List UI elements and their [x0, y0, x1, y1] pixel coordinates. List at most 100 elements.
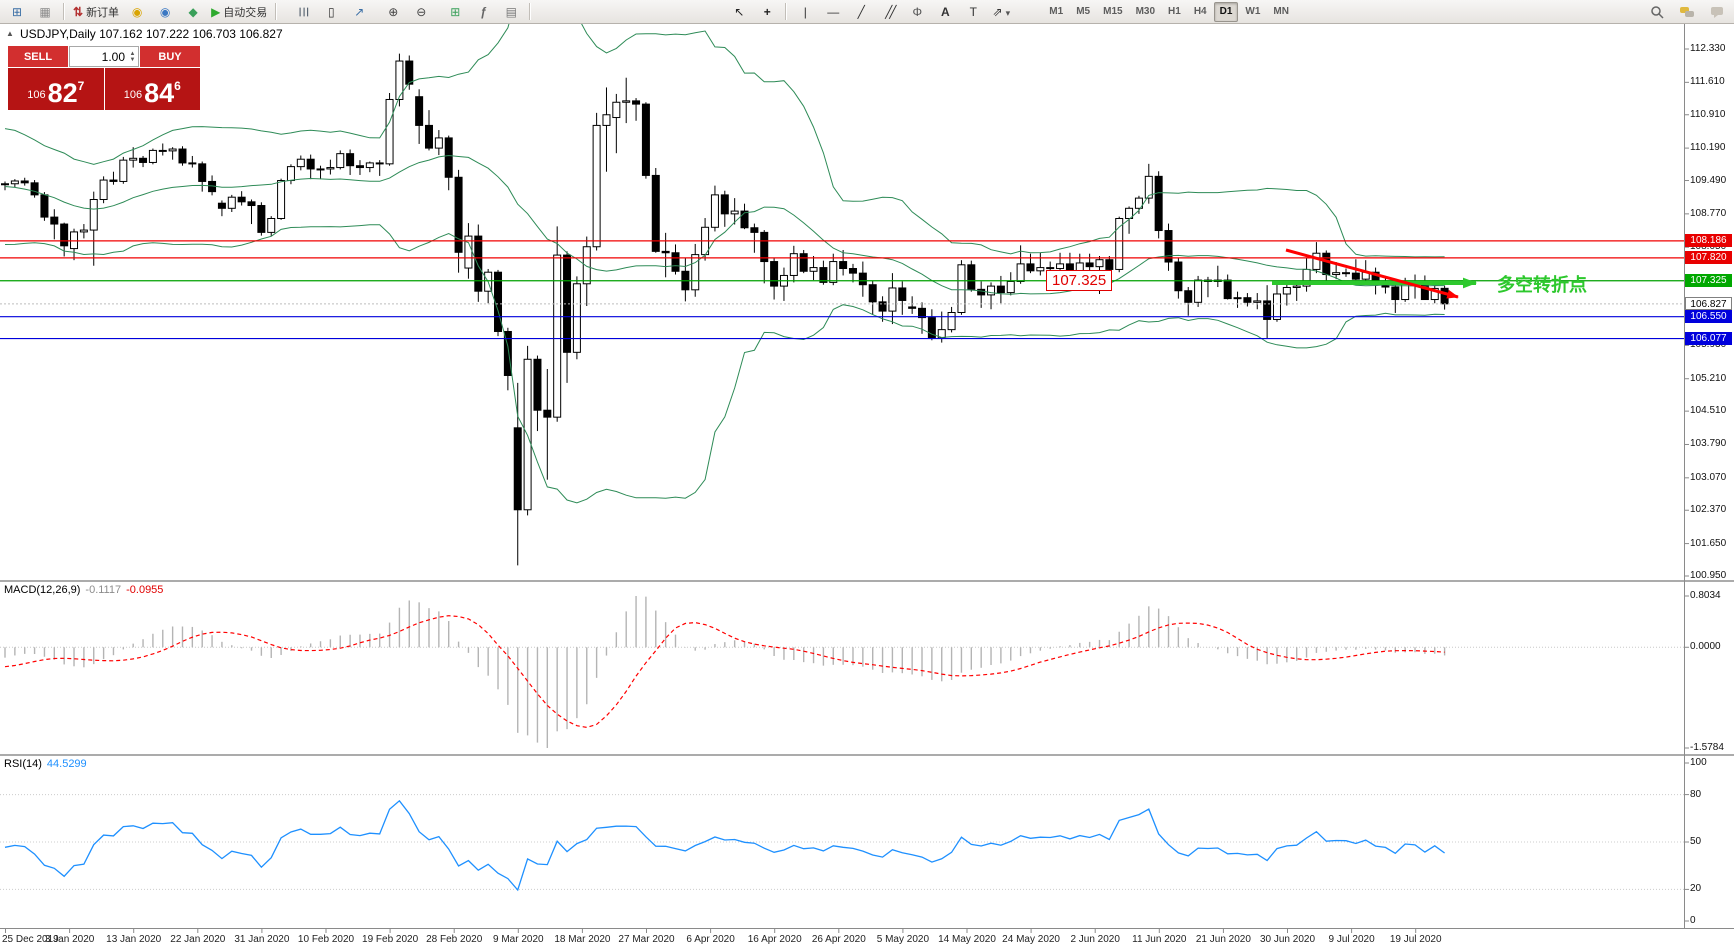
arrows-tool-icon: [993, 6, 1003, 18]
sell-price-pip: 7: [77, 79, 85, 93]
tf-button-d1[interactable]: D1: [1213, 1, 1239, 22]
buy-button[interactable]: BUY: [140, 46, 200, 67]
community-button[interactable]: [151, 1, 179, 23]
new-order-label: 新订单: [86, 6, 120, 19]
toolbar-separator: [529, 3, 532, 20]
one-click-expand-icon[interactable]: [6, 29, 14, 38]
arrows-tool-button[interactable]: [987, 1, 1015, 23]
zoom-in-icon: [388, 6, 398, 18]
channel-button[interactable]: [875, 1, 903, 23]
bar-chart-icon: [298, 6, 309, 18]
channel-icon: [885, 6, 893, 18]
text-tool-button[interactable]: [931, 1, 959, 23]
macd-plot-layer: [0, 596, 1684, 748]
profiles-icon: [39, 6, 50, 18]
tf-button-mn[interactable]: MN: [1273, 6, 1289, 17]
macd-label: MACD(12,26,9): [4, 584, 81, 596]
signals-button[interactable]: [123, 1, 151, 23]
new-order-icon: [73, 6, 83, 18]
tf-button-m30[interactable]: M30: [1135, 6, 1156, 17]
tile-windows-icon: [450, 6, 460, 18]
buy-price-panel[interactable]: 106 84 6: [104, 68, 200, 110]
chat-icon: [1711, 6, 1723, 18]
toolbar-separator: [63, 3, 65, 20]
tf-button-w1[interactable]: W1: [1245, 6, 1261, 17]
candlestick-icon: [328, 6, 335, 18]
fibonacci-icon: [913, 6, 923, 18]
toolbar: 新订单 自动交易 M1 M5 M15 M30 H1 H4 D1 W1 MN: [0, 0, 1734, 24]
rsi-value: 44.5299: [46, 758, 87, 770]
rsi-label: RSI(14): [4, 758, 42, 770]
community-icon: [160, 6, 170, 18]
fibonacci-button[interactable]: [903, 1, 931, 23]
market-button[interactable]: [179, 1, 207, 23]
zoom-out-icon: [416, 6, 426, 18]
community-chat-button[interactable]: [1673, 1, 1701, 23]
cursor-button[interactable]: [725, 1, 753, 23]
stepper-down-icon[interactable]: [127, 57, 138, 63]
sell-button[interactable]: SELL: [8, 46, 68, 67]
sell-price-big-figure: 106: [27, 89, 46, 101]
templates-button[interactable]: [497, 1, 525, 23]
notifications-button[interactable]: [1703, 1, 1731, 23]
buy-price-main: 84: [144, 78, 175, 109]
rsi-plot-layer: [0, 794, 1684, 892]
new-order-button[interactable]: 新订单: [69, 1, 123, 23]
trendline-button[interactable]: [847, 1, 875, 23]
trendline-icon: [858, 6, 865, 18]
tf-button-h4[interactable]: H4: [1193, 6, 1207, 17]
toolbar-separator: [275, 3, 278, 20]
zoom-out-button[interactable]: [407, 1, 435, 23]
buy-price-pip: 6: [174, 79, 181, 93]
tf-button-m5[interactable]: M5: [1076, 6, 1091, 17]
tf-button-m15[interactable]: M15: [1103, 6, 1123, 17]
sell-price-main: 82: [47, 78, 78, 109]
new-chart-button[interactable]: [3, 1, 31, 23]
bar-chart-button[interactable]: [289, 1, 317, 23]
search-icon: [1651, 5, 1664, 19]
tf-button-h1[interactable]: H1: [1168, 6, 1181, 17]
indicators-button[interactable]: [469, 1, 497, 23]
chevron-down-icon: [1006, 6, 1011, 18]
text-tool-icon: [941, 6, 950, 18]
toolbar-separator: [785, 3, 788, 20]
horizontal-line-icon: [827, 6, 839, 18]
candlestick-button[interactable]: [317, 1, 345, 23]
vertical-line-button[interactable]: [791, 1, 819, 23]
macd-title: MACD(12,26,9) -0.1117 -0.0955: [4, 584, 163, 596]
macd-main-value: -0.1117: [85, 584, 122, 596]
sell-price-panel[interactable]: 106 82 7: [8, 68, 104, 110]
autotrading-button[interactable]: 自动交易: [207, 1, 271, 23]
profiles-button[interactable]: [31, 1, 59, 23]
new-chart-icon: [12, 6, 22, 18]
tile-windows-button[interactable]: [441, 1, 469, 23]
autotrading-icon: [211, 6, 220, 18]
autotrading-label: 自动交易: [223, 6, 268, 19]
one-click-trading-panel: SELL BUY 106 82 7 106 84 6: [8, 46, 200, 110]
price-callout[interactable]: 107.325: [1046, 270, 1113, 291]
zoom-in-button[interactable]: [379, 1, 407, 23]
label-tool-button[interactable]: [959, 1, 987, 23]
crosshair-button[interactable]: [753, 1, 781, 23]
templates-icon: [506, 6, 517, 18]
cursor-icon: [734, 6, 744, 18]
horizontal-line-button[interactable]: [819, 1, 847, 23]
turning-point-note[interactable]: 多空转折点: [1497, 275, 1587, 295]
chart-info-line: USDJPY,Daily 107.162 107.222 106.703 106…: [20, 27, 283, 41]
volume-stepper[interactable]: [127, 51, 138, 63]
axes-layer: [0, 24, 1734, 933]
ohlc-info-text: USDJPY,Daily 107.162 107.222 106.703 106…: [20, 27, 283, 41]
line-chart-button[interactable]: [345, 1, 373, 23]
line-chart-icon: [354, 6, 364, 18]
volume-field: [69, 46, 139, 67]
label-tool-icon: [970, 6, 977, 18]
main-plot-layer: [0, 24, 1684, 566]
volume-input[interactable]: [70, 48, 127, 65]
tf-button-m1[interactable]: M1: [1049, 6, 1064, 17]
search-button[interactable]: [1643, 1, 1671, 23]
toolbar-right-group: [1643, 1, 1731, 23]
crosshair-icon: [764, 6, 771, 18]
signals-icon: [132, 6, 142, 18]
